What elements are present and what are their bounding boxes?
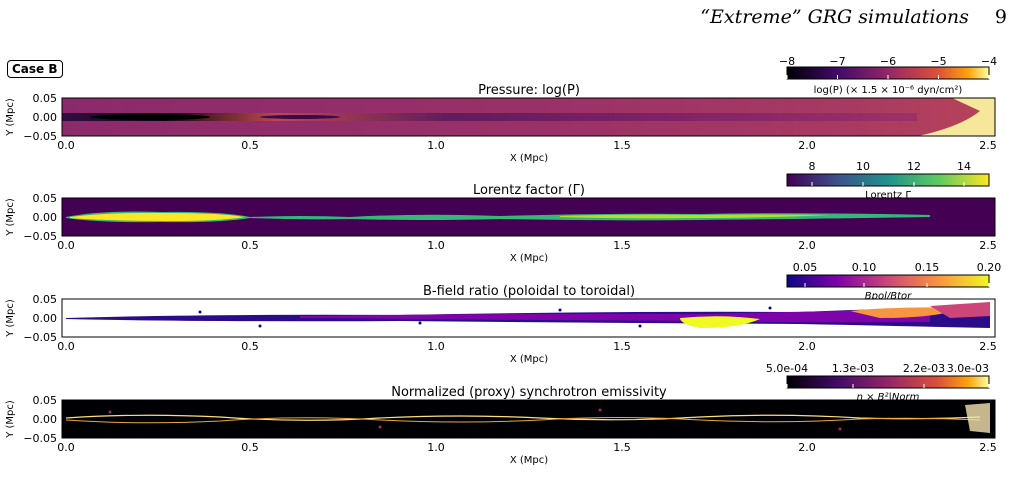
plot-area (62, 198, 995, 236)
y-axis: Y (Mpc) 0.05 0.00 −0.05 (5, 293, 57, 344)
colorbar (787, 376, 989, 388)
page-number: 9 (995, 6, 1007, 28)
x-tick-label: 1.0 (427, 340, 445, 353)
x-tick-label: 1.5 (613, 139, 631, 152)
colorbar-tick-label: −5 (930, 55, 946, 68)
y-tick-label: 0.00 (33, 111, 58, 124)
y-axis-label: Y (Mpc) (5, 198, 16, 237)
colorbar-tick-label: 0.15 (915, 261, 940, 274)
y-axis-label: Y (Mpc) (5, 98, 16, 137)
x-tick-label: 0.5 (241, 441, 259, 454)
x-tick-label: 0.0 (57, 441, 75, 454)
x-tick-label: 1.5 (613, 239, 631, 252)
header-title: “Extreme” GRG simulations (700, 6, 969, 28)
x-tick-label: 1.0 (427, 139, 445, 152)
x-tick-label: 0.0 (57, 139, 75, 152)
colorbar-tick-label: 8 (809, 160, 816, 173)
y-axis-label: Y (Mpc) (5, 299, 16, 338)
colorbar-tick-label: 14 (957, 160, 971, 173)
panel-title: Lorentz factor (Γ) (473, 183, 585, 198)
y-axis-label: Y (Mpc) (5, 400, 16, 439)
y-tick-label: −0.05 (23, 130, 57, 143)
x-tick-label: 2.0 (798, 441, 816, 454)
y-tick-label: 0.00 (33, 312, 58, 325)
page-header: “Extreme” GRG simulations 9 (700, 6, 1007, 28)
x-tick-label: 2.0 (798, 139, 816, 152)
colorbar-tick-label: −7 (829, 55, 845, 68)
colorbar-tick-label: 10 (856, 160, 870, 173)
y-tick-label: 0.05 (33, 92, 58, 105)
y-tick-label: 0.00 (33, 211, 58, 224)
x-tick-label: 2.5 (979, 239, 997, 252)
x-tick-label: 0.5 (241, 139, 259, 152)
x-tick-label: 0.0 (57, 239, 75, 252)
y-tick-label: 0.05 (33, 394, 58, 407)
colorbar (787, 174, 989, 186)
x-tick-label: 1.0 (427, 441, 445, 454)
x-tick-label: 2.0 (798, 239, 816, 252)
colorbar-tick-label: −6 (880, 55, 896, 68)
y-axis: Y (Mpc) 0.05 0.00 −0.05 (5, 394, 57, 445)
x-tick-label: 0.5 (241, 340, 259, 353)
colorbar-tick-label: 2.2e-03 (903, 362, 945, 375)
panel-title: Normalized (proxy) synchrotron emissivit… (391, 385, 667, 400)
colorbar-tick-label: 1.3e-03 (832, 362, 874, 375)
x-tick-label: 2.5 (979, 441, 997, 454)
colorbar-tick-label: 0.05 (793, 261, 818, 274)
y-tick-label: 0.05 (33, 293, 58, 306)
colorbar-label: log(P) (× 1.5 × 10⁻⁶ dyn/cm²) (814, 85, 963, 96)
colorbar-tick-label: 5.0e-04 (766, 362, 808, 375)
x-tick-label: 1.0 (427, 239, 445, 252)
y-tick-label: −0.05 (23, 432, 57, 445)
colorbar-tick-label: 3.0e-03 (947, 362, 989, 375)
plot-area (62, 299, 995, 337)
panel-title: B-field ratio (poloidal to toroidal) (423, 284, 635, 299)
plot-area (62, 400, 995, 438)
x-tick-label: 1.5 (613, 441, 631, 454)
colorbar-tick-label: −8 (779, 55, 795, 68)
x-tick-label: 1.5 (613, 340, 631, 353)
colorbar-tick-label: 0.20 (977, 261, 1002, 274)
panel-title: Pressure: log(P) (478, 83, 580, 98)
y-tick-label: 0.05 (33, 192, 58, 205)
emissivity-figure: 5.0e-04 1.3e-03 2.2e-03 3.0e-03 n × B²|N… (0, 357, 1021, 475)
y-tick-label: −0.05 (23, 230, 57, 243)
x-tick-label: 2.5 (979, 139, 997, 152)
colorbar-tick-label: −4 (981, 55, 997, 68)
x-axis: 0.0 0.5 1.0 1.5 2.0 2.5 X (Mpc) (57, 441, 997, 466)
y-tick-label: 0.00 (33, 413, 58, 426)
x-tick-label: 2.5 (979, 340, 997, 353)
plot-area (62, 98, 995, 136)
y-axis: Y (Mpc) 0.05 0.00 −0.05 (5, 92, 57, 143)
emissivity-panel: 5.0e-04 1.3e-03 2.2e-03 3.0e-03 n × B²|N… (0, 357, 1021, 475)
x-tick-label: 2.0 (798, 340, 816, 353)
colorbar-tick-label: 12 (907, 160, 921, 173)
colorbar-tick-label: 0.10 (852, 261, 877, 274)
y-axis: Y (Mpc) 0.05 0.00 −0.05 (5, 192, 57, 243)
x-tick-label: 0.0 (57, 340, 75, 353)
x-tick-label: 0.5 (241, 239, 259, 252)
x-axis-label: X (Mpc) (510, 455, 548, 466)
y-tick-label: −0.05 (23, 331, 57, 344)
colorbar (787, 275, 989, 287)
